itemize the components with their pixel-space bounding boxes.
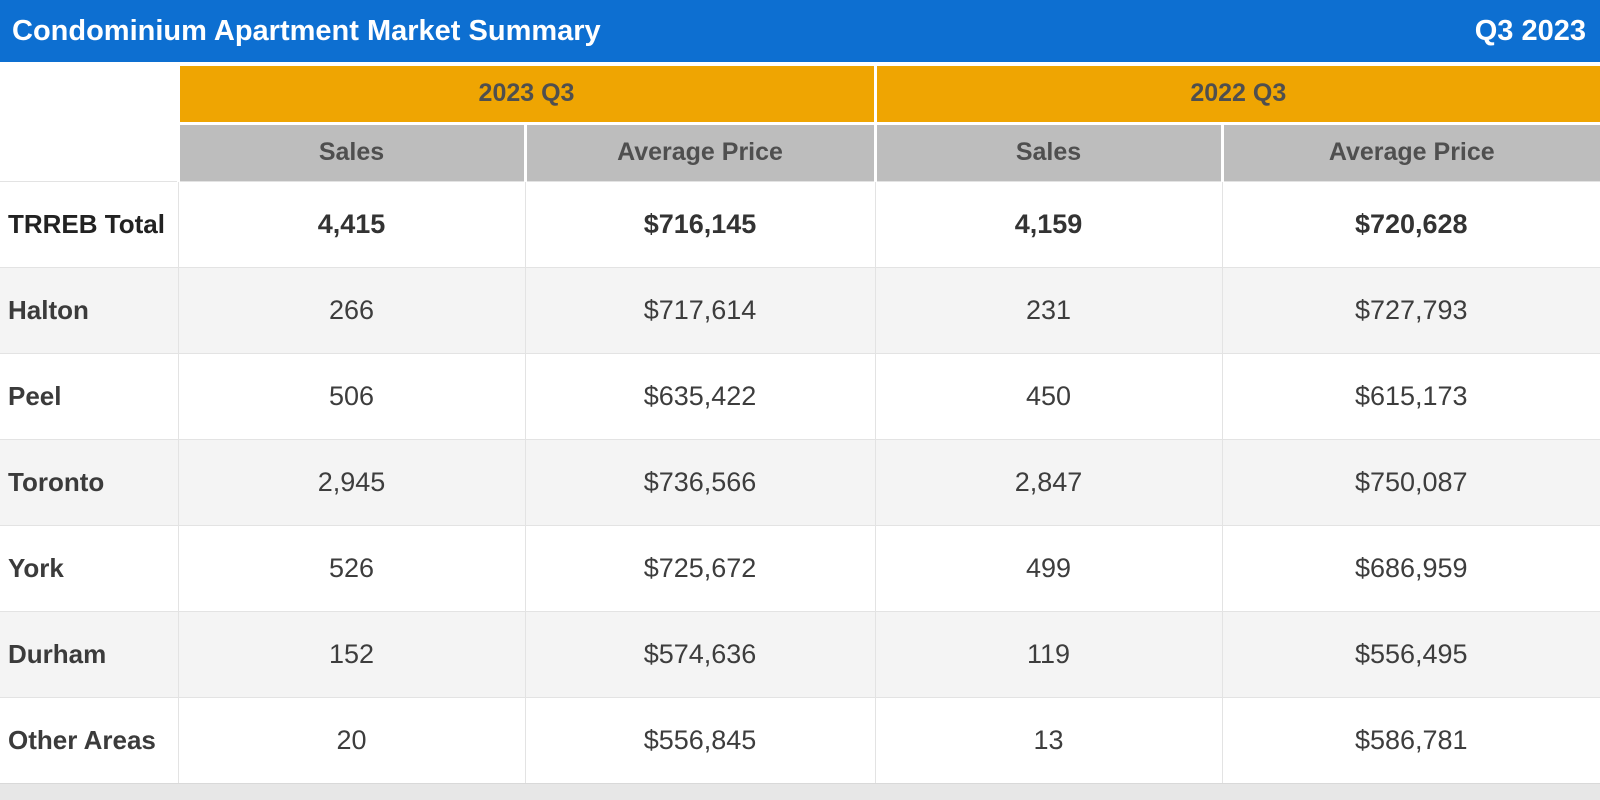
- cell-2022-average-price: $720,628: [1221, 180, 1600, 267]
- cell-2023-average-price: $635,422: [524, 352, 876, 439]
- row-label-peel: Peel: [0, 352, 178, 439]
- cell-2023-average-price: $717,614: [524, 266, 876, 353]
- cell-2022-average-price: $750,087: [1221, 438, 1600, 525]
- cell-2022-sales: 119: [874, 610, 1223, 697]
- cell-2023-sales: 152: [177, 610, 525, 697]
- table-row-halton: Halton 266 $717,614 231 $727,793: [0, 266, 1600, 353]
- cell-2022-sales: 450: [874, 352, 1223, 439]
- row-label-durham: Durham: [0, 610, 178, 697]
- column-header-average-price-2023: Average Price: [523, 123, 876, 181]
- cell-2023-sales: 2,945: [177, 438, 525, 525]
- table-row-other-areas: Other Areas 20 $556,845 13 $586,781: [0, 696, 1600, 783]
- column-header-row: Sales Average Price Sales Average Price: [0, 123, 1600, 181]
- market-summary-table: 2023 Q3 2022 Q3 Sales Average Price Sale…: [0, 66, 1600, 783]
- column-header-sales-2023: Sales: [176, 123, 525, 181]
- page-title: Condominium Apartment Market Summary: [12, 14, 601, 47]
- row-label-halton: Halton: [0, 266, 178, 353]
- cell-2022-average-price: $727,793: [1221, 266, 1600, 353]
- row-label-trreb-total: TRREB Total: [0, 180, 178, 267]
- cell-2023-average-price: $736,566: [524, 438, 876, 525]
- cell-2023-average-price: $574,636: [524, 610, 876, 697]
- row-label-york: York: [0, 524, 178, 611]
- table-row-york: York 526 $725,672 499 $686,959: [0, 524, 1600, 611]
- title-bar: Condominium Apartment Market Summary Q3 …: [0, 0, 1600, 62]
- column-header-average-price-2022: Average Price: [1220, 123, 1600, 181]
- cell-2022-sales: 13: [874, 696, 1223, 783]
- cell-2022-average-price: $586,781: [1221, 696, 1600, 783]
- bottom-strip: [0, 783, 1600, 800]
- row-label-toronto: Toronto: [0, 438, 178, 525]
- column-header-sales-2022: Sales: [873, 123, 1223, 181]
- column-group-header-row: 2023 Q3 2022 Q3: [0, 66, 1600, 182]
- cell-2022-sales: 2,847: [874, 438, 1223, 525]
- column-group-2023-q3: 2023 Q3: [178, 66, 876, 125]
- column-group-2022-q3: 2022 Q3: [873, 66, 1600, 125]
- cell-2023-sales: 506: [177, 352, 525, 439]
- table-row-durham: Durham 152 $574,636 119 $556,495: [0, 610, 1600, 697]
- table-row-peel: Peel 506 $635,422 450 $615,173: [0, 352, 1600, 439]
- cell-2023-sales: 20: [177, 696, 525, 783]
- cell-2023-average-price: $556,845: [524, 696, 876, 783]
- row-label-other-areas: Other Areas: [0, 696, 178, 783]
- cell-2022-sales: 231: [874, 266, 1223, 353]
- cell-2023-sales: 266: [177, 266, 525, 353]
- cell-2023-average-price: $716,145: [524, 180, 876, 267]
- corner-cell: [0, 66, 180, 182]
- cell-2023-sales: 4,415: [177, 180, 525, 267]
- cell-2023-average-price: $725,672: [524, 524, 876, 611]
- cell-2022-sales: 4,159: [874, 180, 1223, 267]
- table-row-toronto: Toronto 2,945 $736,566 2,847 $750,087: [0, 438, 1600, 525]
- report-period: Q3 2023: [1474, 14, 1586, 47]
- cell-2023-sales: 526: [177, 524, 525, 611]
- cell-2022-average-price: $686,959: [1221, 524, 1600, 611]
- table-row-trreb-total: TRREB Total 4,415 $716,145 4,159 $720,62…: [0, 180, 1600, 267]
- cell-2022-sales: 499: [874, 524, 1223, 611]
- cell-2022-average-price: $615,173: [1221, 352, 1600, 439]
- cell-2022-average-price: $556,495: [1221, 610, 1600, 697]
